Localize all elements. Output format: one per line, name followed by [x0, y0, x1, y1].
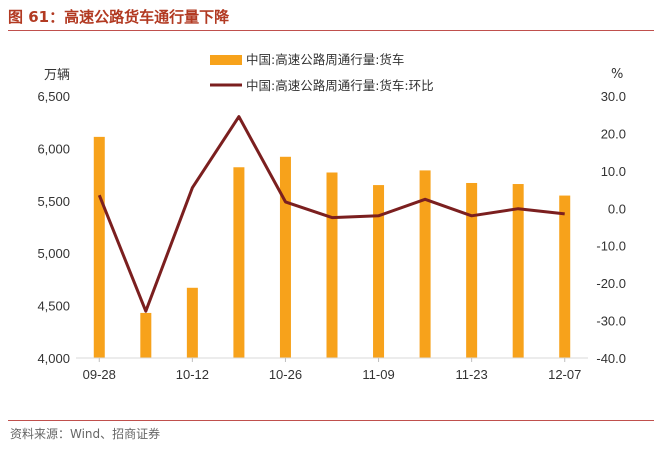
bar — [186, 287, 198, 358]
x-tick-label: 10-26 — [269, 367, 302, 382]
x-axis-ticks: 09-28 10-12 10-26 11-09 11-23 12-07 — [83, 358, 581, 382]
bar — [559, 195, 571, 358]
x-tick-label: 09-28 — [83, 367, 116, 382]
source-divider — [8, 420, 654, 421]
right-tick-label: 0.0 — [608, 201, 626, 216]
bar — [419, 170, 431, 358]
legend: 中国:高速公路周通行量:货车 中国:高速公路周通行量:货车:环比 — [210, 52, 434, 93]
bar-series — [93, 136, 571, 358]
left-tick-label: 5,500 — [37, 194, 70, 209]
x-tick-label: 11-09 — [362, 367, 394, 382]
bar — [373, 185, 385, 358]
right-axis-unit: % — [611, 67, 623, 82]
legend-bar-label: 中国:高速公路周通行量:货车 — [246, 52, 404, 67]
left-tick-label: 6,000 — [37, 141, 70, 156]
left-tick-label: 6,500 — [37, 89, 70, 104]
source-note: 资料来源：Wind、招商证券 — [10, 427, 161, 441]
right-tick-label: -30.0 — [596, 314, 626, 329]
legend-bar-swatch — [210, 55, 242, 65]
x-tick-label: 10-12 — [176, 367, 209, 382]
legend-line-label: 中国:高速公路周通行量:货车:环比 — [246, 78, 434, 93]
x-tick-label: 12-07 — [548, 367, 581, 382]
right-tick-label: -10.0 — [596, 239, 626, 254]
title-divider — [8, 30, 654, 31]
left-axis-ticks: 4,000 4,500 5,000 5,500 6,000 6,500 — [37, 89, 70, 366]
bar — [512, 184, 524, 358]
right-tick-label: 10.0 — [601, 164, 626, 179]
right-tick-label: 30.0 — [601, 89, 626, 104]
left-tick-label: 5,000 — [37, 246, 70, 261]
right-tick-label: -20.0 — [596, 276, 626, 291]
left-axis-unit: 万辆 — [44, 68, 70, 83]
line-series — [97, 115, 565, 313]
right-axis-ticks: -40.0 -30.0 -20.0 -10.0 0.0 10.0 20.0 30.0 — [596, 89, 626, 366]
bar — [326, 172, 338, 358]
bar — [279, 156, 291, 358]
bar — [140, 312, 152, 358]
bar — [233, 167, 245, 358]
left-tick-label: 4,500 — [37, 299, 70, 314]
left-tick-label: 4,000 — [37, 351, 70, 366]
bar — [466, 182, 478, 358]
right-tick-label: -40.0 — [596, 351, 626, 366]
right-tick-label: 20.0 — [601, 126, 626, 141]
figure-title: 图 61：高速公路货车通行量下降 — [8, 8, 230, 26]
x-tick-label: 11-23 — [455, 367, 487, 382]
bar — [93, 136, 105, 358]
